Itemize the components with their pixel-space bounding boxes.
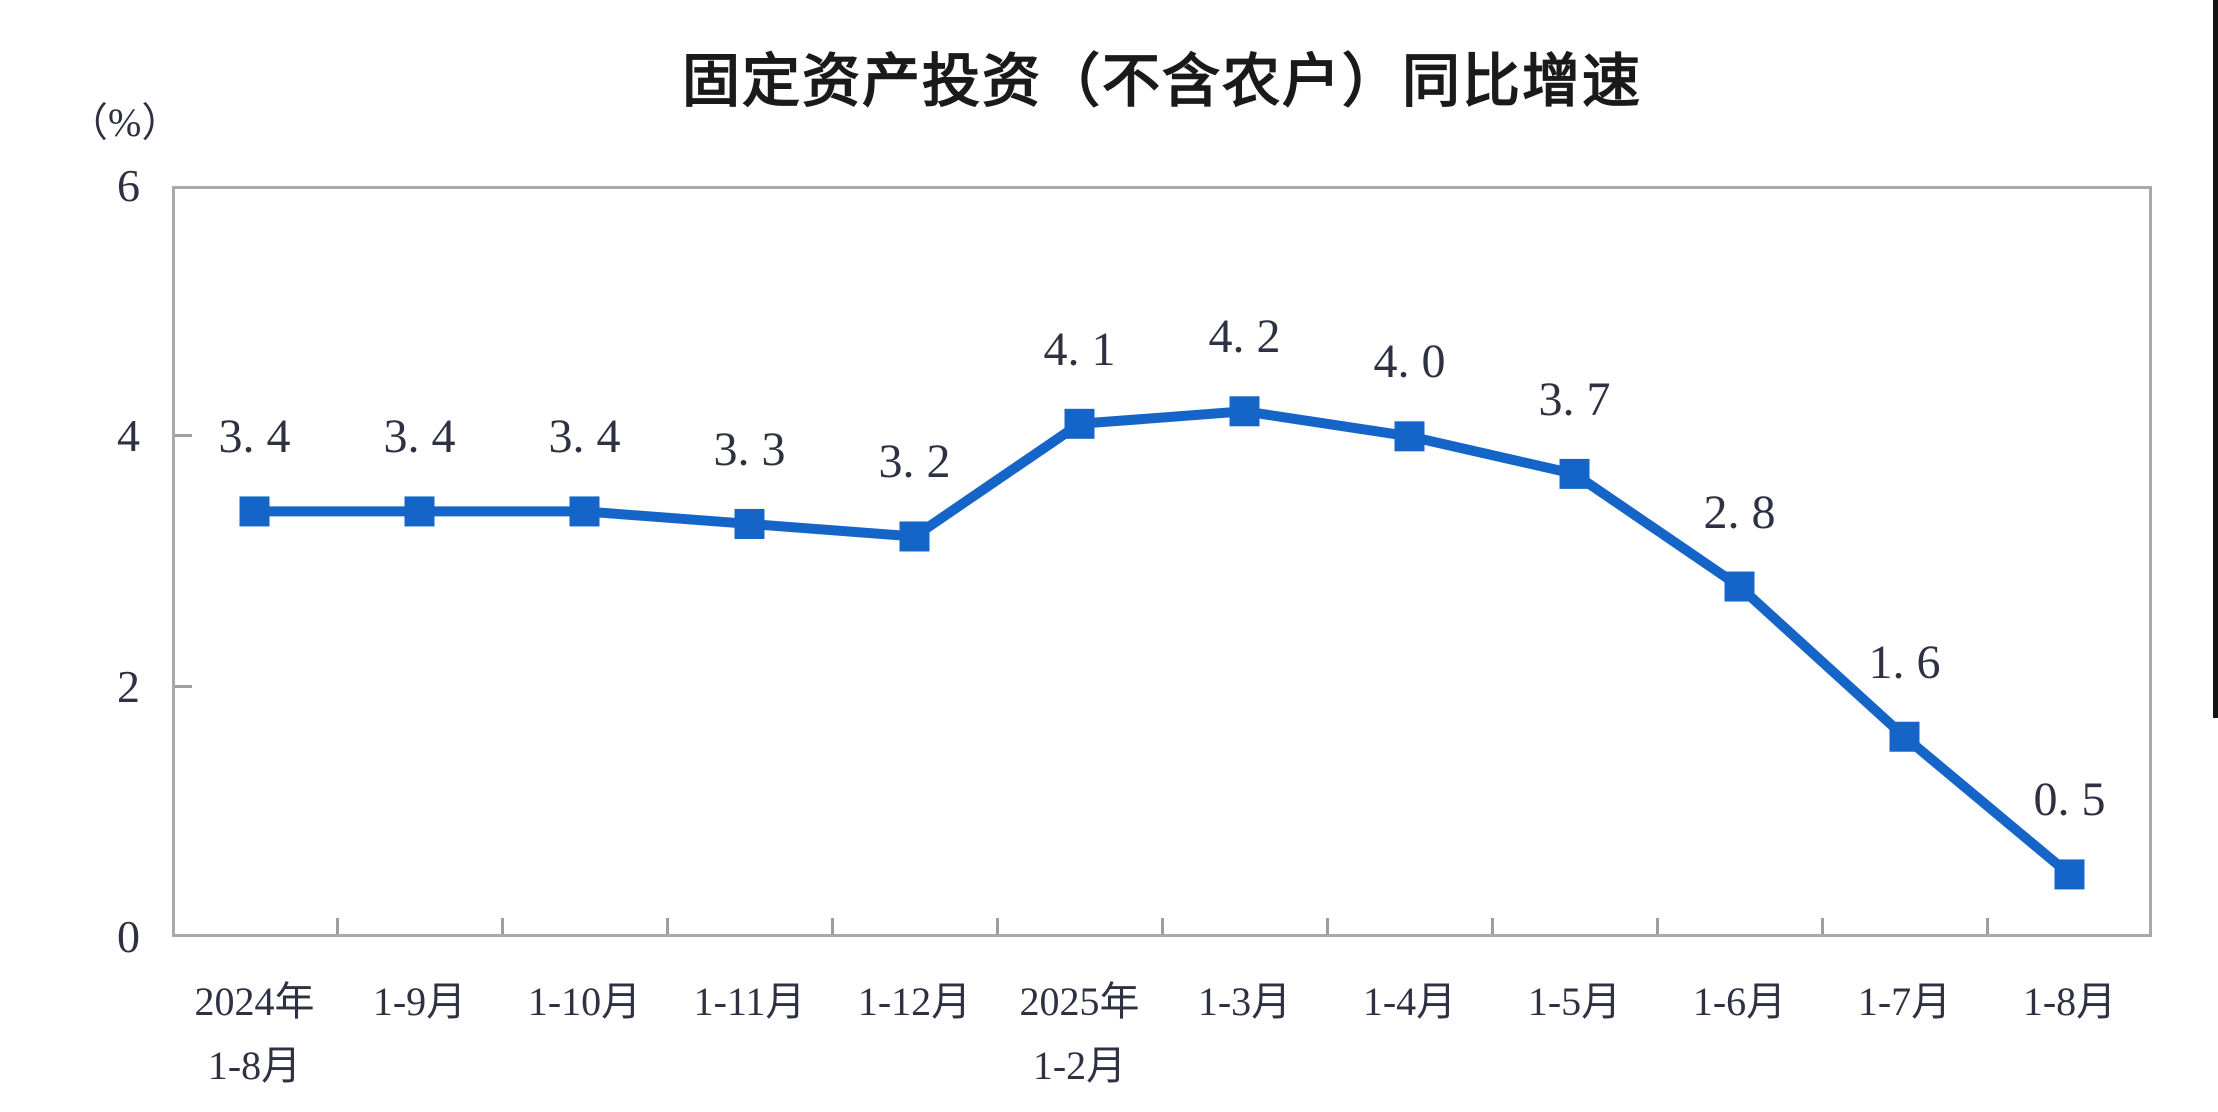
- line-series: [239, 396, 2085, 890]
- x-tick-label: 1-9月: [372, 979, 467, 1024]
- x-tick-mark: [1490, 918, 1494, 934]
- y-tick-mark: [175, 684, 192, 688]
- x-tick-mark: [995, 918, 999, 934]
- data-point-label: 0. 5: [2033, 773, 2106, 827]
- data-point-label: 3. 7: [1538, 372, 1611, 426]
- y-tick-mark: [175, 434, 192, 438]
- x-tick-mark: [1160, 918, 1164, 934]
- data-point-label: 4. 1: [1043, 322, 1116, 376]
- y-tick-label: 6: [117, 160, 140, 211]
- x-tick-label: 1-11月: [693, 979, 806, 1024]
- data-point-label: 4. 0: [1373, 335, 1446, 389]
- x-tick-label: 2025年 1-2月: [1019, 979, 1140, 1088]
- series-line: [254, 406, 2073, 879]
- x-tick-label: 2024年 1-8月: [194, 979, 315, 1088]
- x-tick-label: 1-8月: [2022, 979, 2117, 1024]
- data-point-marker: [2054, 859, 2085, 890]
- x-tick-label: 1-4月: [1362, 979, 1457, 1024]
- data-point-marker: [899, 521, 930, 552]
- chart-title: 固定资产投资（不含农户）同比增速: [681, 47, 1642, 115]
- x-tick-mark: [830, 918, 834, 934]
- data-point-marker: [1394, 421, 1425, 452]
- data-point-marker: [239, 496, 270, 527]
- x-tick-mark: [1820, 918, 1824, 934]
- data-point-marker: [569, 496, 600, 527]
- y-tick-label: 4: [117, 410, 140, 462]
- x-tick-mark: [1325, 918, 1329, 934]
- x-tick-mark: [500, 918, 504, 934]
- x-tick-label: 1-5月: [1527, 979, 1622, 1024]
- x-tick-label: 1-12月: [857, 979, 972, 1024]
- data-point-label: 3. 4: [383, 410, 456, 464]
- data-point-label: 3. 2: [878, 435, 951, 489]
- data-point-label: 1. 6: [1868, 635, 1941, 689]
- data-point-label: 3. 4: [548, 410, 621, 464]
- x-tick-mark: [1655, 918, 1659, 934]
- x-tick-mark: [1985, 918, 1989, 934]
- y-tick-label: 2: [117, 660, 140, 712]
- window-edge-artifact: [2213, 0, 2218, 718]
- x-tick-label: 1-10月: [527, 979, 642, 1024]
- x-tick-label: 1-3月: [1197, 979, 1292, 1024]
- y-axis-unit-label: （%）: [68, 100, 182, 145]
- data-point-marker: [1724, 571, 1755, 602]
- y-tick-label: 0: [117, 911, 140, 962]
- data-point-marker: [1559, 458, 1590, 489]
- x-tick-label: 1-7月: [1857, 979, 1952, 1024]
- data-point-marker: [734, 508, 765, 539]
- data-point-label: 2. 8: [1703, 485, 1776, 539]
- data-point-marker: [1229, 396, 1260, 427]
- plot-area-border: [172, 186, 2152, 937]
- data-point-marker: [1889, 721, 1920, 752]
- data-point-label: 4. 2: [1208, 310, 1281, 364]
- data-point-marker: [1064, 408, 1095, 439]
- data-point-label: 3. 4: [218, 410, 291, 464]
- data-point-marker: [404, 496, 435, 527]
- x-tick-mark: [335, 918, 339, 934]
- x-tick-mark: [665, 918, 669, 934]
- data-point-label: 3. 3: [713, 422, 786, 476]
- x-tick-label: 1-6月: [1692, 979, 1787, 1024]
